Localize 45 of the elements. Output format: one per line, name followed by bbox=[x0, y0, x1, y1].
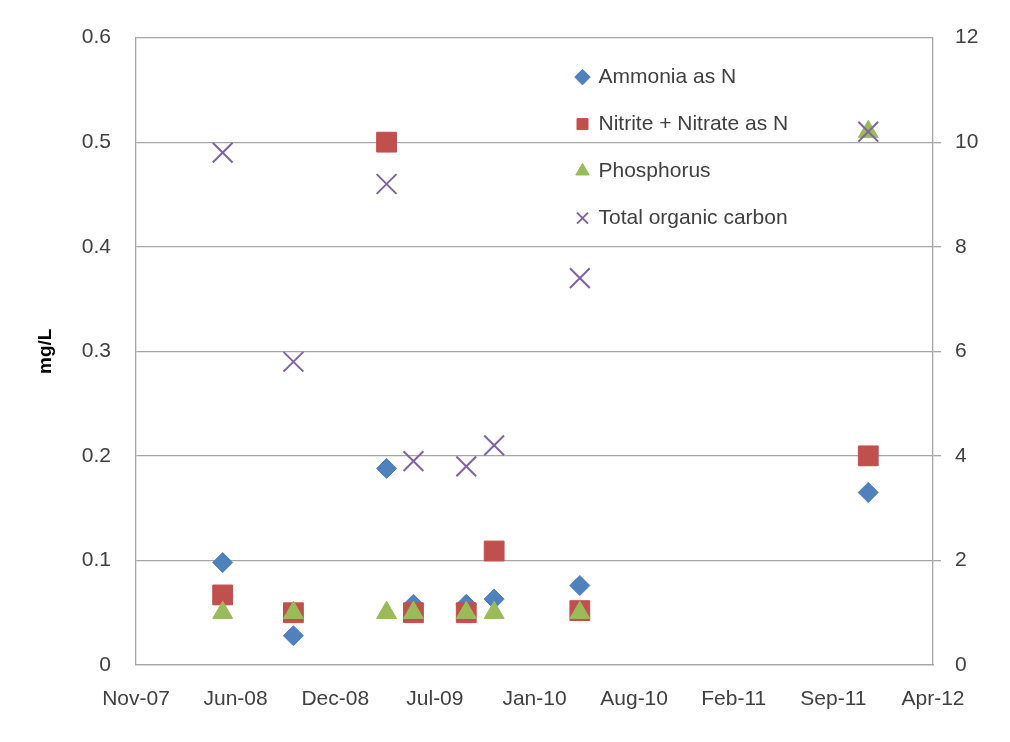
point bbox=[282, 350, 305, 373]
y2-tick-label: 12 bbox=[955, 24, 979, 48]
x-tick-label: Nov-07 bbox=[102, 686, 170, 710]
x-tick-label: Jul-09 bbox=[406, 686, 464, 710]
legend-label: Nitrite + Nitrate as N bbox=[598, 110, 789, 134]
y2-tick-label: 6 bbox=[955, 338, 967, 362]
y-tick-label: 0.4 bbox=[81, 233, 112, 257]
point bbox=[282, 625, 304, 647]
y-tick-label: 0.1 bbox=[81, 547, 111, 571]
point bbox=[483, 540, 505, 562]
point bbox=[211, 141, 234, 164]
y-axis-title: mg/L bbox=[33, 328, 55, 374]
point bbox=[455, 455, 478, 478]
y-tick-label: 0.3 bbox=[81, 338, 111, 362]
legend-label: Total organic carbon bbox=[598, 204, 788, 228]
point bbox=[568, 267, 591, 289]
point bbox=[402, 450, 425, 472]
y-tick-label: 0 bbox=[99, 651, 111, 675]
point bbox=[857, 445, 879, 467]
x-tick-label: Jun-08 bbox=[203, 686, 268, 710]
point bbox=[483, 434, 506, 457]
y-tick-label: 0.5 bbox=[81, 128, 111, 152]
y2-tick-label: 4 bbox=[955, 442, 967, 466]
point bbox=[375, 173, 398, 195]
x-tick-label: Apr-12 bbox=[901, 686, 965, 710]
x-tick-label: Aug-10 bbox=[600, 686, 668, 710]
y2-tick-label: 0 bbox=[955, 651, 967, 675]
point bbox=[569, 575, 591, 597]
legend-label: Ammonia as N bbox=[598, 63, 737, 87]
y2-tick-label: 10 bbox=[955, 128, 979, 152]
y2-tick-label: 2 bbox=[955, 547, 967, 571]
x-tick-label: Sep-11 bbox=[800, 686, 867, 710]
legend-label: Phosphorus bbox=[598, 157, 711, 181]
point bbox=[376, 131, 397, 153]
point bbox=[857, 481, 879, 503]
point bbox=[212, 584, 234, 606]
x-tick-label: Feb-11 bbox=[701, 686, 767, 710]
y-tick-label: 0.2 bbox=[81, 442, 111, 466]
point bbox=[857, 120, 880, 143]
x-tick-label: Dec-08 bbox=[301, 686, 370, 710]
point bbox=[376, 457, 398, 479]
y-tick-label: 0.6 bbox=[81, 24, 111, 48]
point bbox=[212, 552, 234, 574]
y2-tick-label: 8 bbox=[955, 233, 967, 257]
x-tick-label: Jan-10 bbox=[502, 686, 567, 710]
